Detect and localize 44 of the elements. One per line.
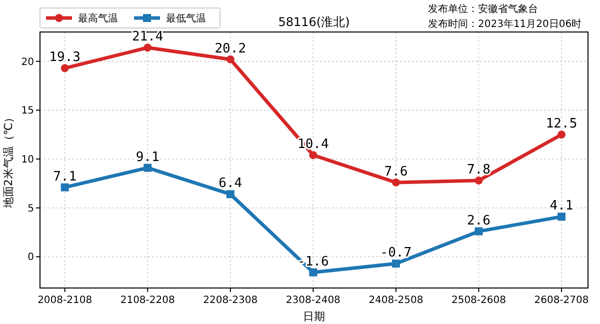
x-tick-label: 2408-2508 — [368, 295, 424, 306]
point — [558, 212, 566, 221]
legend-label: 最高气温 — [78, 12, 118, 24]
data-label: 9.1 — [136, 150, 160, 165]
x-tick-label: 2608-2708 — [534, 295, 589, 306]
point — [60, 64, 69, 72]
x-tick-label: 2208-2308 — [203, 295, 258, 306]
point — [309, 268, 318, 276]
data-label: 6.4 — [218, 176, 242, 192]
x-tick-label: 2108-2208 — [120, 295, 175, 306]
text: 发布单位：安徽省气象台 — [428, 3, 538, 15]
data-label: 12.5 — [546, 116, 578, 132]
x-tick-label: 2308-2408 — [286, 295, 340, 306]
y-tick-label: 20 — [21, 56, 34, 68]
y-tick-label: 5 — [28, 203, 34, 214]
x-tick-label: 2508-2608 — [451, 295, 506, 306]
point — [144, 164, 152, 172]
legend-label: 最低气温 — [166, 12, 206, 24]
point — [392, 178, 400, 186]
x-tick-label: 2008-2108 — [38, 295, 92, 306]
data-label: 2.6 — [466, 213, 490, 228]
point — [60, 183, 69, 192]
data-label: 7.8 — [466, 162, 490, 178]
point — [392, 260, 400, 268]
data-label: 7.1 — [53, 169, 77, 184]
y-axis-title: 地面2米气温（℃） — [2, 112, 15, 210]
point — [474, 176, 483, 185]
y-tick-label: 0 — [28, 252, 34, 264]
data-label: 7.6 — [384, 164, 408, 180]
point — [558, 130, 566, 139]
text: 发布时间：2023年11月20日06时 — [428, 18, 582, 30]
point — [144, 44, 152, 52]
data-label: 20.2 — [214, 41, 246, 56]
point — [309, 151, 318, 160]
data-label: 19.3 — [49, 50, 80, 66]
data-label: -0.7 — [380, 246, 412, 261]
point — [226, 190, 234, 198]
y-tick-label: 10 — [21, 154, 34, 166]
point — [474, 227, 483, 236]
y-tick-label: 15 — [21, 106, 34, 117]
data-label: 4.1 — [550, 198, 574, 214]
point — [226, 55, 234, 64]
chart-title: 58116(淮北) — [278, 15, 350, 29]
x-axis-title: 日期 — [303, 310, 325, 323]
